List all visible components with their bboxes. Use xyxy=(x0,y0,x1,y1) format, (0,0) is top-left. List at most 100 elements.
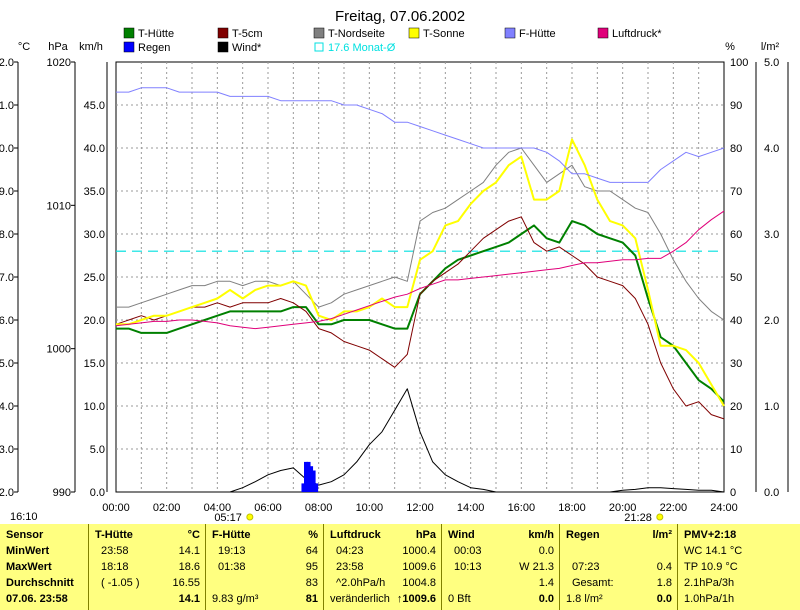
stats-column-wind: Wind km/h 00:03 0.0 10:13 W 21.3 1.4 0 Bft 0.0 xyxy=(441,524,560,610)
rain-bar xyxy=(304,461,308,492)
column-header: PMV+2:18 xyxy=(684,528,795,542)
series-line-f-h-tte xyxy=(116,87,725,183)
x-tick-label: 08:00 xyxy=(305,502,333,514)
humidity-tick-label: 100 xyxy=(730,57,748,69)
legend-label: Luftdruck* xyxy=(612,28,662,40)
series-line-t-nordseite xyxy=(116,147,725,321)
x-tick-label: 02:00 xyxy=(153,502,181,514)
unit-label-humidity: % xyxy=(725,41,735,53)
column-header-label: Sensor xyxy=(6,529,44,541)
x-tick-label: 00:00 xyxy=(102,502,130,514)
table-row xyxy=(566,544,672,558)
wind-tick-label: 40.0 xyxy=(84,143,105,155)
row-time: 01:38 xyxy=(218,561,246,573)
row-value: 14.1 xyxy=(178,545,200,557)
legend-label: 17.6 Monat-Ø xyxy=(328,42,396,54)
x-tick-label: 20:00 xyxy=(609,502,637,514)
row-value: 1009.6 xyxy=(402,561,436,573)
row-time: 9.83 g/m³ xyxy=(212,593,259,605)
x-tick-label: 18:00 xyxy=(558,502,586,514)
table-row: 18:18 18.6 xyxy=(95,560,200,574)
rain-bar xyxy=(301,483,306,492)
row-time: Gesamt: xyxy=(572,577,614,589)
row-label: Durchschnitt xyxy=(6,577,74,589)
table-row: 01:38 95 xyxy=(212,560,318,574)
column-header-label: Wind xyxy=(448,529,475,541)
table-row: MinWert xyxy=(6,544,82,558)
legend-label: T-Hütte xyxy=(138,28,174,40)
rain-bar xyxy=(306,461,311,492)
column-header: Regen l/m² xyxy=(566,528,672,542)
sunrise-label: 05:17 xyxy=(214,512,242,524)
column-header-label: T-Hütte xyxy=(95,529,133,541)
temp-tick-label: 12.0 xyxy=(0,487,14,499)
x-tick-label: 24:00 xyxy=(710,502,738,514)
table-row: 1.0hPa/1h xyxy=(684,592,795,606)
column-header-unit: l/m² xyxy=(652,529,672,541)
humidity-tick-label: 60 xyxy=(730,229,742,241)
sunrise-marker xyxy=(246,513,254,521)
wind-tick-label: 25.0 xyxy=(84,272,105,284)
legend-swatch xyxy=(408,27,420,39)
wind-tick-label: 0.0 xyxy=(90,487,105,499)
column-header: Luftdruck hPa xyxy=(330,528,436,542)
wind-tick-label: 15.0 xyxy=(84,358,105,370)
chart-grid xyxy=(115,61,725,493)
unit-label-temp: °C xyxy=(18,41,30,53)
row-value: 64 xyxy=(305,545,318,557)
sunset-marker xyxy=(656,513,664,521)
wind-tick-label: 30.0 xyxy=(84,229,105,241)
rain-tick-label: 0.0 xyxy=(764,487,779,499)
unit-label-wind: km/h xyxy=(79,41,103,53)
row-time: ^2.0hPa/h xyxy=(336,577,386,589)
column-header: F-Hütte% xyxy=(212,528,318,542)
column-header: T-Hütte °C xyxy=(95,528,200,542)
legend-swatch xyxy=(504,27,516,39)
temp-tick-label: 16.0 xyxy=(0,315,14,327)
wind-tick-label: 35.0 xyxy=(84,186,105,198)
table-row: veränderlich ↑1009.6 xyxy=(330,592,436,606)
column-header-label: F-Hütte xyxy=(212,529,251,541)
humidity-tick-label: 10 xyxy=(730,444,742,456)
plot-area xyxy=(115,87,725,493)
table-row: 00:03 0.0 xyxy=(448,544,554,558)
weather-chart: 22.0 21.0 20.0 19.0 18.0 17.0 16.0 15.0 14.0 13.0… xyxy=(0,8,789,524)
pressure-tick-label: 1020 xyxy=(47,57,71,69)
humidity-tick-label: 30 xyxy=(730,358,742,370)
legend-label: T-Sonne xyxy=(423,28,465,40)
legend-label: T-Nordseite xyxy=(328,28,385,40)
wind-tick-label: 45.0 xyxy=(84,100,105,112)
table-row: 23:58 1009.6 xyxy=(330,560,436,574)
column-header: Sensor xyxy=(6,528,82,542)
row-time: 19:13 xyxy=(218,545,246,557)
row-value: 1004.8 xyxy=(402,577,436,589)
table-row: 07.06. 23:58 xyxy=(6,592,82,606)
temp-tick-label: 20.0 xyxy=(0,143,14,155)
unit-label-pressure: hPa xyxy=(48,41,68,53)
row-time: 07:23 xyxy=(572,561,600,573)
column-header-unit: % xyxy=(308,529,318,541)
legend-label: F-Hütte xyxy=(519,28,556,40)
stats-column-regen: Regen l/m² 07:23 0.4 Gesamt: 1.8 1.8 l/m² 0.0 xyxy=(559,524,678,610)
x-tick-label: 22:00 xyxy=(660,502,688,514)
statistics-panel: Sensor MinWert MaxWert Durchschnitt 07.06. 2… xyxy=(0,524,800,610)
row-value: 83 xyxy=(305,577,318,589)
rain-tick-label: 4.0 xyxy=(764,143,779,155)
temp-tick-label: 13.0 xyxy=(0,444,14,456)
chart-title: Freitag, 07.06.2002 xyxy=(335,8,465,25)
table-row: TP 10.9 °C xyxy=(684,560,795,574)
row-value: 1.4 xyxy=(538,577,554,589)
legend-label: Wind* xyxy=(232,42,262,54)
row-time: 1.8 l/m² xyxy=(566,593,603,605)
table-row: WC 14.1 °C xyxy=(684,544,795,558)
legend-swatch xyxy=(313,27,325,39)
row-value: 81 xyxy=(305,593,318,605)
temp-tick-label: 21.0 xyxy=(0,100,14,112)
temp-tick-label: 22.0 xyxy=(0,57,14,69)
row-value: 0.4 xyxy=(656,561,672,573)
table-row: MaxWert xyxy=(6,560,82,574)
wind-tick-label: 20.0 xyxy=(84,315,105,327)
row-value: 1000.4 xyxy=(402,545,436,557)
table-row: 07:23 0.4 xyxy=(566,560,672,574)
column-header-label: Luftdruck xyxy=(330,529,381,541)
